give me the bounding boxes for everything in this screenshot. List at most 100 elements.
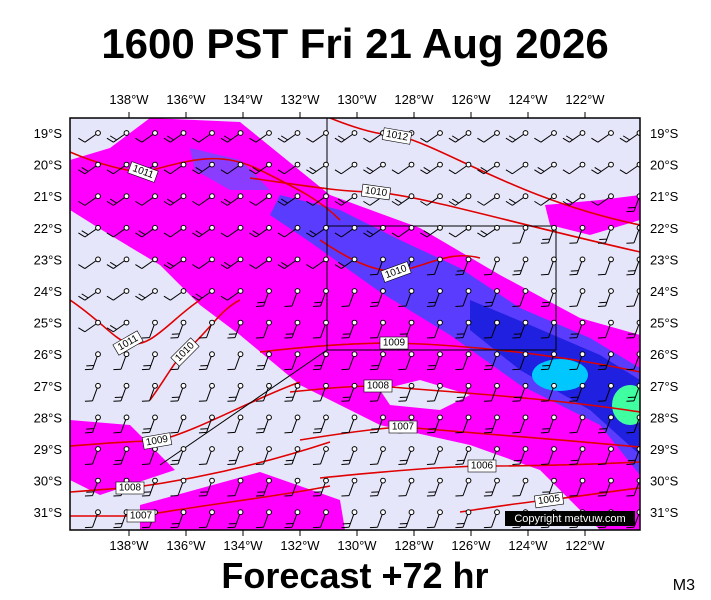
barb-feather — [341, 495, 350, 497]
barb-feather — [285, 522, 294, 525]
barb-station — [465, 382, 472, 389]
barb-feather — [277, 200, 285, 206]
barb-station — [437, 224, 443, 231]
barb-feather — [220, 264, 228, 270]
barb-feather — [306, 232, 314, 238]
barb-station — [123, 446, 130, 452]
barb-station — [294, 288, 301, 294]
barb-station — [437, 382, 443, 389]
barb-feather — [277, 137, 285, 143]
barb-station — [95, 319, 101, 326]
barb-feather — [599, 428, 607, 430]
barb-feather — [597, 431, 606, 434]
barb-station — [323, 382, 329, 389]
barb-station — [237, 477, 244, 484]
longitude-label: 134°W — [223, 92, 263, 107]
barb-feather — [84, 368, 93, 371]
barb-station — [323, 477, 329, 484]
barb-feather — [284, 463, 293, 465]
footer: Forecast +72 hr — [221, 555, 488, 596]
barb-feather — [512, 273, 521, 276]
barb-feather — [257, 364, 265, 367]
barb-feather — [540, 273, 549, 276]
barb-station — [579, 130, 586, 136]
barb-station — [323, 193, 329, 200]
barb-station — [237, 224, 244, 231]
barb-station — [209, 382, 215, 389]
barb-station — [465, 288, 472, 294]
longitude-label: 132°W — [280, 92, 320, 107]
barb-feather — [569, 273, 578, 276]
barb-feather — [570, 270, 579, 272]
barb-station — [408, 446, 415, 452]
barb-feather — [113, 526, 122, 529]
barb-feather — [399, 396, 408, 399]
barb-feather — [569, 305, 578, 307]
barb-feather — [480, 230, 488, 236]
barb-station — [180, 414, 187, 421]
barb-feather — [143, 428, 151, 430]
barb-feather — [78, 200, 86, 206]
barb-feather — [228, 459, 237, 462]
barb-feather — [195, 293, 203, 299]
barb-feather — [220, 232, 228, 238]
barb-station — [323, 509, 329, 516]
barb-feather — [198, 526, 207, 529]
barb-feather — [195, 167, 203, 172]
barb-station — [608, 414, 614, 421]
barb-station — [494, 288, 500, 294]
barb-feather — [534, 137, 542, 143]
barb-feather — [426, 431, 435, 434]
barb-feather — [399, 333, 408, 335]
latitude-label: 20°S — [34, 158, 63, 173]
barb-feather — [113, 495, 122, 497]
isobar — [329, 118, 640, 226]
barb-feather — [540, 368, 549, 371]
barb-feather — [342, 522, 351, 525]
barb-feather — [106, 137, 114, 143]
barb-station — [437, 288, 443, 294]
barb-feather — [420, 169, 428, 175]
barb-feather — [227, 337, 236, 339]
barb-feather — [277, 264, 285, 270]
barb-station — [209, 161, 215, 168]
barb-feather — [512, 337, 521, 339]
barb-station — [266, 224, 272, 231]
barb-feather — [483, 337, 492, 339]
longitude-label: 138°W — [109, 92, 149, 107]
latitude-label: 31°S — [650, 505, 679, 520]
barb-feather — [135, 232, 143, 238]
barb-station — [551, 256, 557, 263]
barb-feather — [485, 491, 493, 493]
barb-feather — [78, 264, 86, 270]
barb-feather — [534, 200, 542, 206]
barb-station — [266, 351, 272, 358]
barb-feather — [143, 364, 151, 367]
isobar — [70, 485, 331, 517]
barb-feather — [284, 431, 293, 434]
barb-feather — [109, 261, 117, 267]
barb-station — [294, 351, 301, 358]
latitude-label: 24°S — [650, 284, 679, 299]
barb-feather — [508, 198, 516, 204]
barb-station — [95, 382, 101, 389]
longitude-label: 134°W — [223, 538, 263, 553]
barb-feather — [369, 400, 378, 402]
barb-station — [465, 193, 472, 200]
barb-station — [123, 414, 130, 421]
barb-feather — [227, 526, 236, 529]
barb-feather — [426, 495, 435, 497]
barb-station — [494, 414, 500, 421]
latitude-label: 26°S — [650, 347, 679, 362]
title: 1600 PST Fri 21 Aug 2026 — [101, 20, 608, 67]
barb-feather — [569, 463, 578, 465]
barb-feather — [597, 526, 606, 529]
barb-station — [437, 256, 443, 263]
barb-station — [294, 446, 301, 452]
barb-station — [608, 161, 614, 168]
barb-feather — [398, 463, 407, 465]
barb-feather — [626, 463, 635, 465]
barb-station — [494, 319, 500, 326]
barb-feather — [513, 333, 522, 335]
barb-feather — [257, 491, 265, 493]
